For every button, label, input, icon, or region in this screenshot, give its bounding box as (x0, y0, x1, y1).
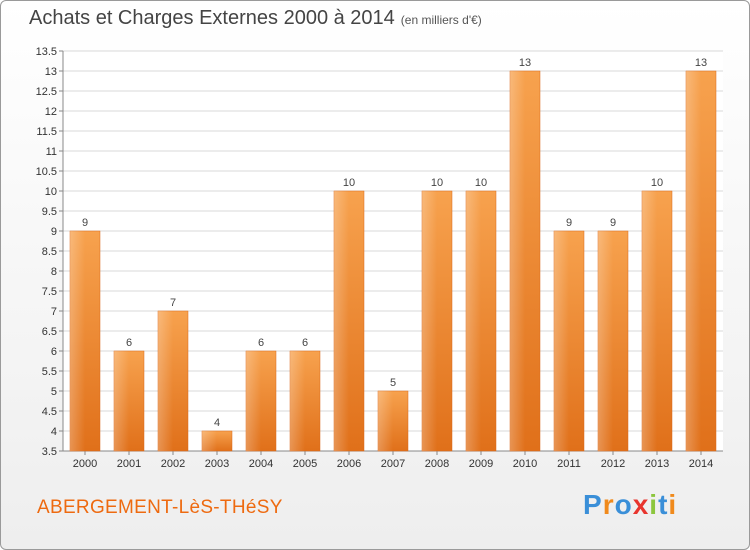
y-tick-label: 5 (51, 386, 57, 398)
y-tick-label: 10 (45, 186, 57, 198)
y-tick-label: 4.5 (42, 406, 57, 418)
bar-value-label: 10 (431, 177, 443, 189)
chart-title: Achats et Charges Externes 2000 à 2014 (e… (29, 7, 482, 30)
logo-letter: t (658, 489, 669, 520)
bar-highlight (466, 191, 481, 451)
y-tick-label: 6 (51, 346, 57, 358)
x-tick-label: 2006 (337, 458, 361, 470)
bar-2008 (421, 190, 453, 452)
bar-2007 (377, 390, 409, 452)
x-tick-label: 2010 (513, 458, 537, 470)
bar-2010 (509, 70, 541, 452)
bar-value-label: 7 (170, 297, 176, 309)
x-tick-label: 2003 (205, 458, 229, 470)
bar-value-label: 10 (343, 177, 355, 189)
y-tick-label: 3.5 (42, 446, 57, 458)
bar-value-label: 6 (302, 337, 308, 349)
logo-letter: P (583, 489, 603, 520)
bar-2009 (465, 190, 497, 452)
bar-value-label: 6 (126, 337, 132, 349)
x-tick-label: 2013 (645, 458, 669, 470)
bar-value-label: 13 (519, 57, 531, 69)
bar-highlight (70, 231, 85, 451)
labels: 3.5 4 4.5 5 5.5 6 6.5 7 7.5 8 8.5 9 9.5 10 10.5 11 11.5 1… (36, 46, 714, 470)
y-tick-label: 9.5 (42, 206, 57, 218)
bar-highlight (202, 431, 217, 451)
bar-highlight (686, 71, 701, 451)
bar-highlight (334, 191, 349, 451)
logo-letter: o (614, 489, 633, 520)
y-tick-label: 12 (45, 106, 57, 118)
x-tick-label: 2007 (381, 458, 405, 470)
bar-value-label: 10 (475, 177, 487, 189)
bar-value-label: 10 (651, 177, 663, 189)
x-tick-label: 2009 (469, 458, 493, 470)
bar-2012 (597, 230, 629, 452)
bar-value-label: 9 (82, 217, 88, 229)
x-tick-label: 2008 (425, 458, 449, 470)
bar-2003 (201, 430, 233, 452)
bars (69, 70, 717, 452)
y-tick-label: 11.5 (36, 126, 57, 138)
bar-2006 (333, 190, 365, 452)
bar-highlight (642, 191, 657, 451)
x-tick-label: 2001 (117, 458, 141, 470)
y-tick-label: 11 (46, 146, 57, 158)
bar-value-label: 9 (610, 217, 616, 229)
bar-2013 (641, 190, 673, 452)
y-tick-label: 7.5 (42, 286, 57, 298)
bar-2002 (157, 310, 189, 452)
x-tick-label: 2014 (689, 458, 713, 470)
bar-2004 (245, 350, 277, 452)
y-tick-label: 10.5 (36, 166, 57, 178)
y-tick-label: 9 (51, 226, 57, 238)
bar-highlight (422, 191, 437, 451)
bar-highlight (554, 231, 569, 451)
bar-highlight (290, 351, 305, 451)
y-tick-label: 12.5 (36, 86, 57, 98)
bar-highlight (246, 351, 261, 451)
bar-highlight (114, 351, 129, 451)
y-tick-label: 5.5 (42, 366, 57, 378)
logo-letter: x (632, 489, 650, 520)
x-tick-label: 2011 (557, 458, 581, 470)
x-tick-label: 2004 (249, 458, 273, 470)
bar-2014 (685, 70, 717, 452)
bar-value-label: 6 (258, 337, 264, 349)
logo-letter: i (668, 489, 678, 520)
bar-2011 (553, 230, 585, 452)
bar-2005 (289, 350, 321, 452)
x-tick-label: 2000 (73, 458, 97, 470)
y-tick-label: 7 (51, 306, 57, 318)
bar-value-label: 13 (695, 57, 707, 69)
y-tick-label: 8.5 (42, 246, 57, 258)
place-name: ABERGEMENT-LèS-THéSY (37, 497, 283, 518)
bar-highlight (158, 311, 173, 451)
bar-value-label: 4 (214, 417, 220, 429)
bar-highlight (598, 231, 613, 451)
y-tick-label: 4 (51, 426, 57, 438)
bar-value-label: 9 (566, 217, 572, 229)
proxiti-logo: Proxiti (583, 489, 677, 521)
chart-title-text: Achats et Charges Externes 2000 à 2014 (29, 7, 395, 29)
x-tick-label: 2012 (601, 458, 625, 470)
y-tick-label: 13.5 (36, 46, 57, 58)
y-tick-label: 6.5 (42, 326, 57, 338)
bar-highlight (378, 391, 393, 451)
y-tick-label: 13 (45, 66, 57, 78)
y-tick-label: 8 (51, 266, 57, 278)
logo-letter: i (649, 489, 659, 520)
bar-value-label: 5 (390, 377, 396, 389)
chart-unit-label: (en milliers d'€) (400, 13, 482, 27)
logo-letter: r (602, 489, 615, 520)
bar-2000 (69, 230, 101, 452)
bar-highlight (510, 71, 525, 451)
x-tick-label: 2002 (161, 458, 185, 470)
bar-2001 (113, 350, 145, 452)
x-tick-label: 2005 (293, 458, 317, 470)
